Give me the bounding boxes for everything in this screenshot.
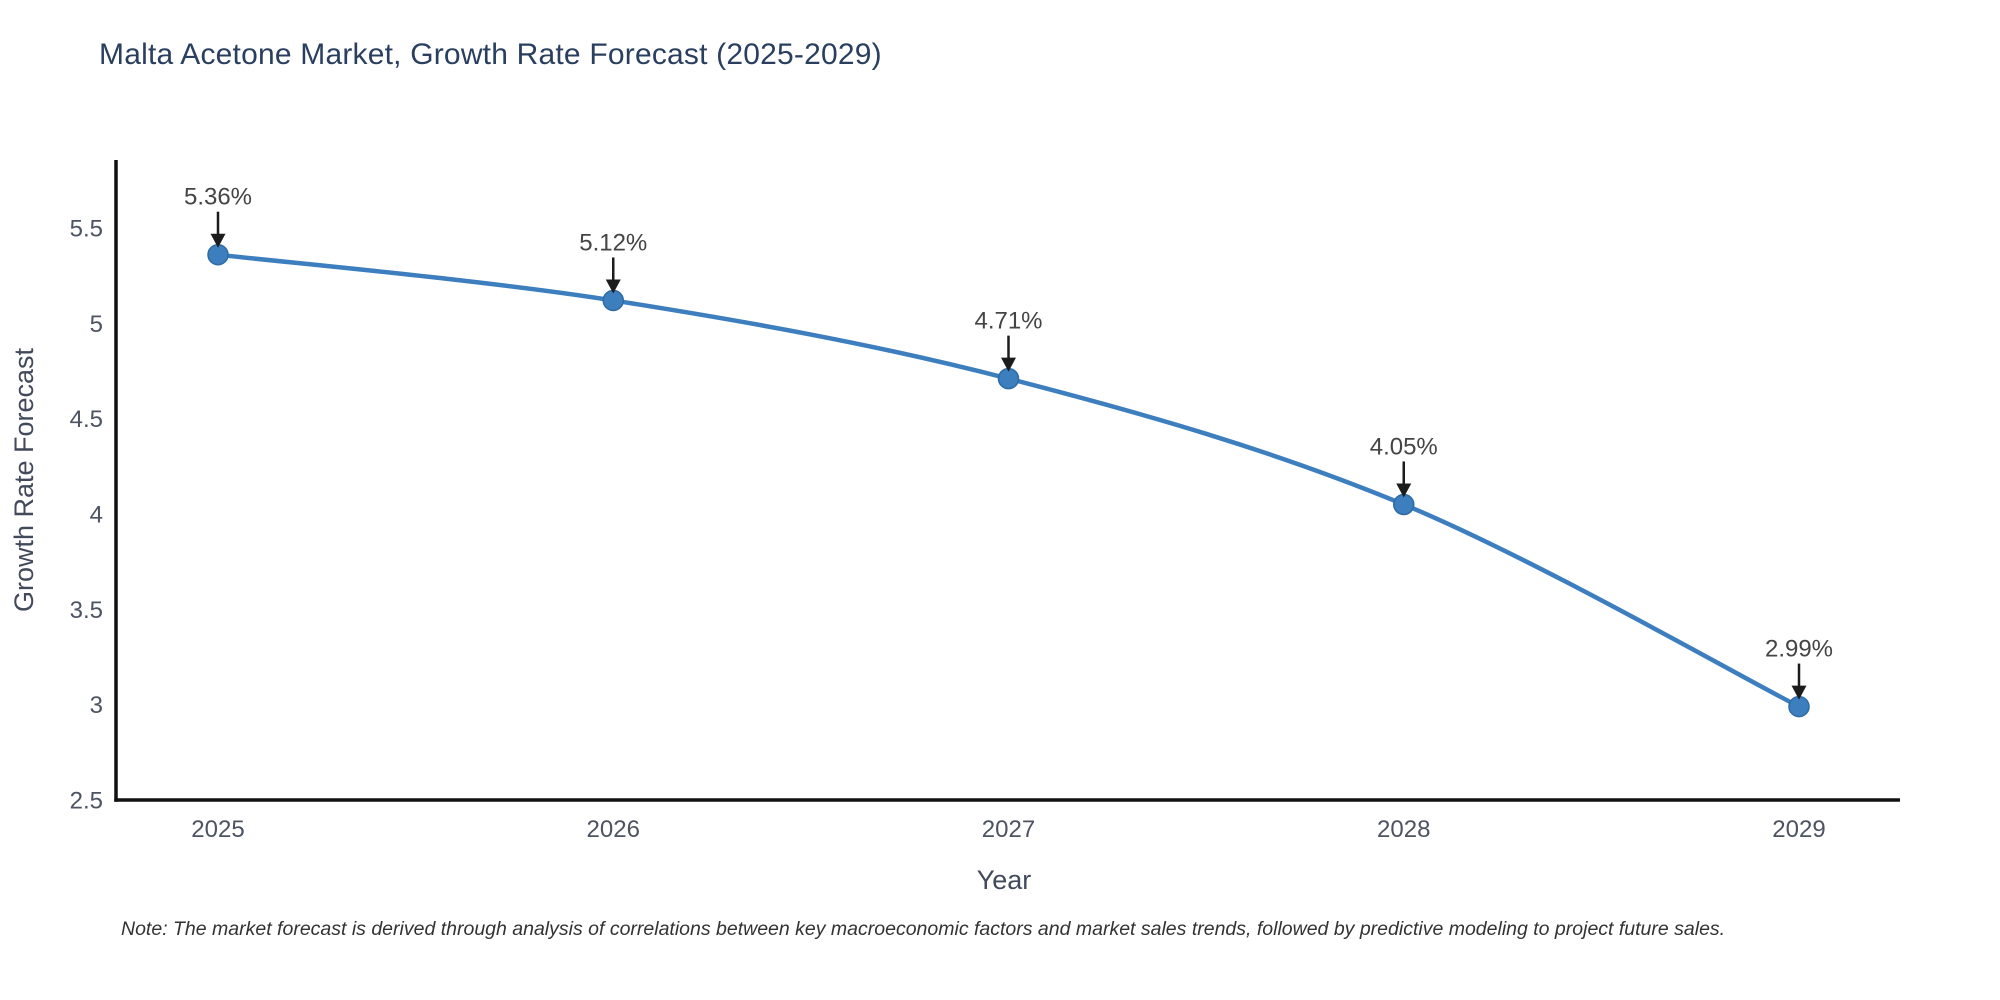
y-axis-title: Growth Rate Forecast bbox=[9, 347, 39, 612]
x-tick-label: 2028 bbox=[1377, 816, 1430, 843]
y-tick-label: 3.5 bbox=[70, 597, 103, 624]
footnote: Note: The market forecast is derived thr… bbox=[121, 918, 1726, 940]
y-tick-label: 3 bbox=[90, 692, 103, 719]
x-tick-label: 2025 bbox=[191, 816, 244, 843]
x-tick-label: 2026 bbox=[587, 816, 640, 843]
annotation-arrowhead-icon bbox=[605, 279, 621, 294]
point-annotation-label: 5.36% bbox=[184, 184, 252, 211]
point-annotation: 4.05% bbox=[1370, 433, 1438, 498]
x-axis-title: Year bbox=[977, 865, 1032, 895]
chart-title: Malta Acetone Market, Growth Rate Foreca… bbox=[99, 38, 882, 71]
annotation-arrowhead-icon bbox=[1396, 483, 1412, 498]
annotation-arrowhead-icon bbox=[1791, 685, 1807, 700]
y-tick-label: 5 bbox=[90, 311, 103, 338]
annotation-layer: 5.36% 5.12% 4.71% 4.05% 2.99% bbox=[184, 184, 1833, 700]
x-tick-label: 2027 bbox=[982, 816, 1035, 843]
point-annotation-label: 4.71% bbox=[974, 308, 1042, 335]
point-annotation: 5.12% bbox=[579, 229, 647, 294]
point-annotation: 4.71% bbox=[974, 308, 1043, 372]
point-annotation-label: 4.05% bbox=[1370, 433, 1438, 460]
point-annotation: 5.36% bbox=[184, 184, 252, 248]
y-tick-label: 2.5 bbox=[70, 788, 103, 815]
point-annotation-label: 5.12% bbox=[579, 229, 647, 256]
y-tick-label: 4 bbox=[90, 502, 103, 529]
annotation-arrowhead-icon bbox=[1001, 357, 1016, 372]
point-annotation: 2.99% bbox=[1765, 636, 1833, 700]
axis-layer: 2.5 3 3.5 4 4.5 5 5.5 2025 2026 2027 2028 2029 bbox=[70, 160, 1900, 843]
x-tick-label: 2029 bbox=[1772, 816, 1825, 843]
annotation-arrowhead-icon bbox=[210, 233, 226, 248]
point-annotation-label: 2.99% bbox=[1765, 636, 1833, 663]
y-tick-label: 5.5 bbox=[70, 216, 103, 243]
y-tick-label: 4.5 bbox=[70, 406, 103, 433]
